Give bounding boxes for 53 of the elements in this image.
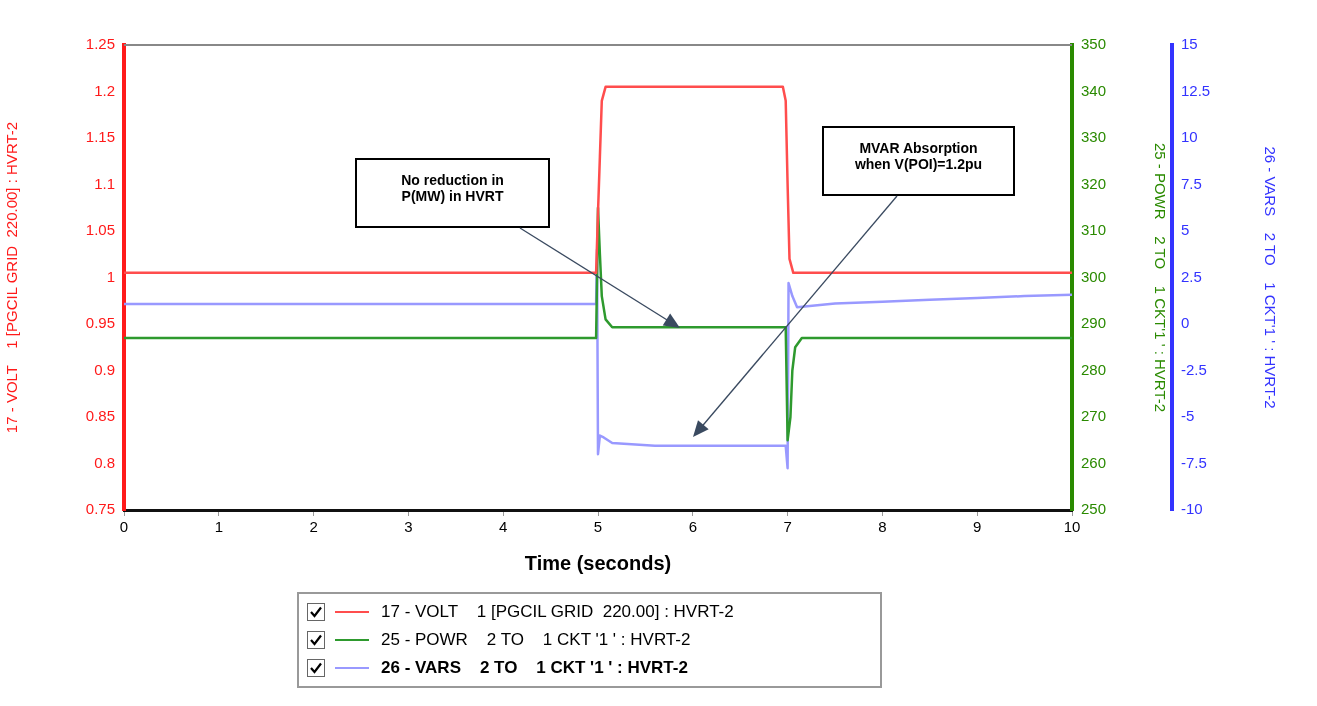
y-tick-label: 0.8 [94,453,115,471]
y2-tick-label: 340 [1081,81,1107,99]
y3-tick-label: 12.5 [1181,81,1211,99]
x-tick-label: 3 [404,518,413,536]
y-axis-title: 17 - VOLT 1 [PGCIL GRID 220.00] : HVRT-2 [3,121,21,434]
y3-tick-label: 7.5 [1181,174,1202,192]
y2-axis-title: 25 - POWR 2 TO 1 CKT'1 ' : HVRT-2 [1151,142,1169,413]
callout-box: No reduction in P(MW) in HVRT [355,158,550,228]
y-tick-label: 0.75 [85,500,115,518]
y2-tick-label: 320 [1081,174,1107,192]
y2-tick-label: 260 [1081,453,1107,471]
y-tick-label: 0.85 [85,407,115,425]
x-tick-label: 4 [499,518,508,536]
y2-tick-label: 250 [1081,500,1107,518]
x-axis-title: Time (seconds) [524,551,672,574]
y2-tick-label: 350 [1081,35,1107,53]
y-tick-label: 0.95 [85,314,115,332]
x-tick-label: 2 [309,518,318,536]
y-tick-label: 1.1 [94,174,115,192]
callout-box: MVAR Absorption when V(POI)=1.2pu [822,126,1015,196]
y3-tick-label: 10 [1181,128,1198,146]
y3-tick-label: 2.5 [1181,267,1202,285]
y2-tick-label: 310 [1081,221,1107,239]
y-tick-label: 1.2 [94,81,115,99]
y2-tick-label: 280 [1081,360,1107,378]
y-tick-label: 1 [106,267,115,285]
x-tick-label: 9 [973,518,982,536]
x-tick-label: 7 [783,518,792,536]
x-tick-label: 0 [119,518,129,536]
x-tick-label: 10 [1063,518,1081,536]
y2-tick-label: 330 [1081,128,1107,146]
y-tick-label: 0.9 [94,360,115,378]
y3-tick-label: -5 [1181,407,1195,425]
legend-label: 17 - VOLT 1 [PGCIL GRID 220.00] : HVRT-2 [381,602,734,622]
y3-axis-title: 26 - VARS 2 TO 1 CKT'1 ' : HVRT-2 [1261,146,1279,409]
y-tick-label: 1.25 [85,35,115,53]
x-tick-label: 1 [214,518,223,536]
legend-label: 26 - VARS 2 TO 1 CKT '1 ' : HVRT-2 [381,658,688,678]
x-tick-label: 8 [878,518,887,536]
y3-tick-label: 0 [1181,314,1190,332]
y3-tick-label: 15 [1181,35,1198,53]
y-tick-label: 1.15 [85,128,115,146]
y3-tick-label: -7.5 [1181,453,1207,471]
x-tick-label: 5 [593,518,603,536]
y2-tick-label: 270 [1081,407,1107,425]
y3-tick-label: -2.5 [1181,360,1207,378]
y2-tick-label: 300 [1081,267,1107,285]
y3-tick-label: 5 [1181,221,1190,239]
y-tick-label: 1.05 [85,221,115,239]
x-tick-label: 6 [688,518,697,536]
y2-tick-label: 290 [1081,314,1107,332]
y3-tick-label: -10 [1181,500,1203,518]
legend-label: 25 - POWR 2 TO 1 CKT '1 ' : HVRT-2 [381,630,691,650]
